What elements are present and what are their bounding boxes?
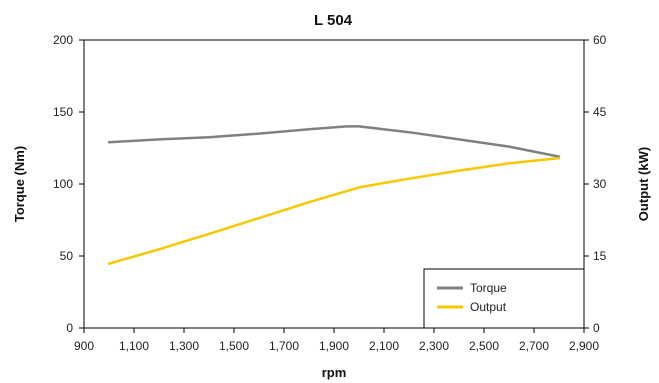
x-tick-label: 900 [74, 339, 94, 353]
chart-title: L 504 [314, 12, 353, 29]
x-tick-label: 1,700 [269, 339, 299, 353]
y-left-tick-label: 50 [60, 249, 74, 263]
x-tick-label: 1,500 [219, 339, 249, 353]
y-right-tick-label: 60 [593, 33, 607, 47]
y-axis-left-title: Torque (Nm) [12, 146, 27, 222]
x-tick-label: 1,300 [169, 339, 199, 353]
series-lines [107, 125, 561, 265]
series-line-output [107, 156, 561, 265]
series-line-torque [107, 125, 561, 158]
x-axis-title: rpm [322, 365, 347, 380]
x-axis: 900 1,100 1,300 1,500 1,700 1,900 2,100 2,300 2,… [74, 328, 599, 353]
legend-label-output: Output [470, 300, 507, 314]
x-tick-label: 2,100 [369, 339, 399, 353]
y-right-tick-label: 0 [593, 321, 600, 335]
x-tick-label: 2,300 [419, 339, 449, 353]
y-left-tick-label: 0 [66, 321, 73, 335]
legend: Torque Output [423, 268, 585, 329]
x-tick-label: 1,100 [119, 339, 149, 353]
x-tick-label: 2,700 [519, 339, 549, 353]
legend-box [423, 268, 585, 329]
y-right-tick-label: 45 [593, 105, 607, 119]
x-tick-label: 2,900 [569, 339, 599, 353]
y-axis-right: 0 15 30 45 60 [584, 33, 607, 335]
y-left-tick-label: 200 [53, 33, 73, 47]
legend-label-torque: Torque [470, 281, 507, 295]
y-axis-left: 0 50 100 150 200 [53, 33, 84, 335]
y-left-tick-label: 150 [53, 105, 73, 119]
y-right-tick-label: 30 [593, 177, 607, 191]
x-tick-label: 2,500 [469, 339, 499, 353]
y-left-tick-label: 100 [53, 177, 73, 191]
y-axis-right-title: Output (kW) [636, 147, 651, 221]
y-right-tick-label: 15 [593, 249, 607, 263]
x-tick-label: 1,900 [319, 339, 349, 353]
